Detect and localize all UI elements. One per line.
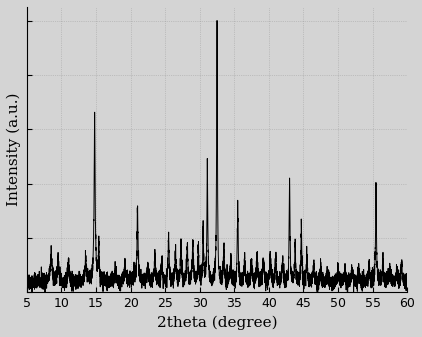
Y-axis label: Intensity (a.u.): Intensity (a.u.) [7,93,22,206]
X-axis label: 2theta (degree): 2theta (degree) [157,316,277,330]
